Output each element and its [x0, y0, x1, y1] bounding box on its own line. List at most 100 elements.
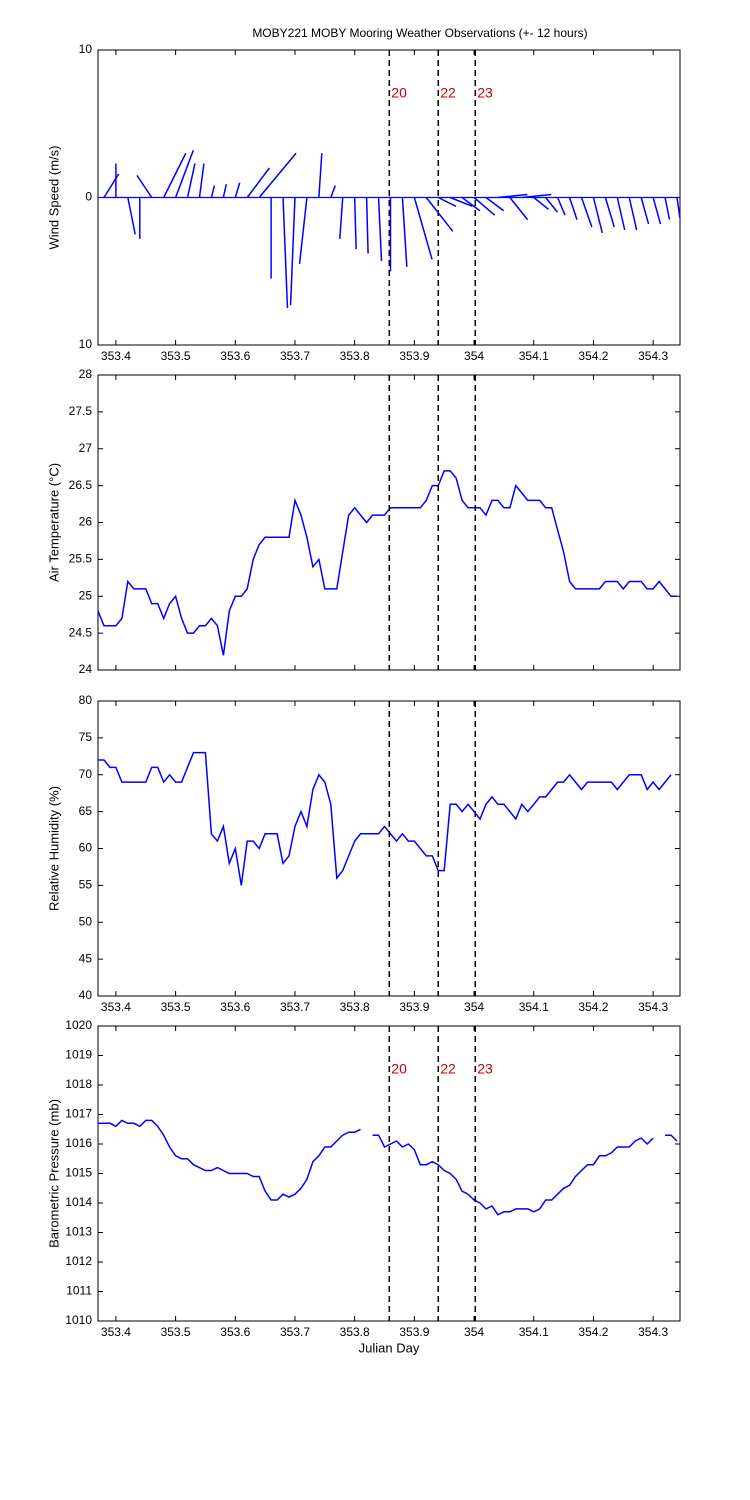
x-tick-label: 353.5 — [161, 349, 191, 363]
y-tick-label: 10 — [79, 337, 93, 351]
data-line — [98, 751, 672, 886]
wind-stick — [604, 197, 615, 228]
data-line — [97, 470, 677, 656]
wind-stick — [676, 197, 681, 219]
y-tick-label: 65 — [79, 804, 93, 818]
wind-stick — [640, 197, 650, 225]
x-tick-label: 354.3 — [638, 1000, 668, 1014]
wind-stick — [186, 163, 196, 198]
y-tick-label: 1015 — [65, 1166, 92, 1180]
wind-stick — [580, 197, 593, 228]
x-tick-label: 353.5 — [161, 1325, 191, 1339]
x-tick-label: 354.3 — [638, 1325, 668, 1339]
x-tick-label: 353.7 — [280, 349, 310, 363]
wind-stick — [127, 197, 136, 235]
wind-stick — [592, 197, 604, 234]
x-tick-label: 354.3 — [638, 349, 668, 363]
y-tick-label: 24 — [79, 662, 93, 676]
x-tick-label: 353.8 — [340, 1325, 370, 1339]
wind-stick — [162, 152, 187, 198]
y-tick-label: 27.5 — [69, 404, 93, 418]
wind-stick — [282, 197, 289, 309]
y-tick-label: 1014 — [65, 1195, 92, 1209]
y-axis-label: Relative Humidity (%) — [46, 786, 61, 911]
x-axis-label: Julian Day — [359, 1340, 420, 1355]
y-tick-label: 1016 — [65, 1136, 92, 1150]
wind-stick — [568, 197, 578, 220]
x-tick-label: 353.7 — [280, 1000, 310, 1014]
y-tick-label: 75 — [79, 730, 93, 744]
wind-stick — [330, 185, 336, 198]
x-tick-label: 353.8 — [340, 1000, 370, 1014]
wind-stick — [545, 197, 559, 213]
x-tick-label: 354.1 — [519, 1000, 549, 1014]
y-tick-label: 70 — [79, 767, 93, 781]
y-tick-label: 55 — [79, 878, 93, 892]
wind-stick — [521, 193, 552, 199]
wind-stick — [377, 197, 383, 261]
x-tick-label: 353.5 — [161, 1000, 191, 1014]
wind-stick — [461, 196, 481, 212]
x-tick-label: 353.4 — [101, 1000, 131, 1014]
event-label: 20 — [391, 85, 407, 101]
x-tick-label: 353.4 — [101, 349, 131, 363]
x-tick-label: 354.2 — [578, 1325, 608, 1339]
event-label: 23 — [477, 85, 493, 101]
event-label: 22 — [440, 85, 456, 101]
y-axis-label: Air Temperature (°C) — [46, 463, 61, 582]
chart-title: MOBY221 MOBY Mooring Weather Observation… — [252, 26, 587, 40]
wind-stick — [298, 197, 308, 264]
wind-stick — [556, 197, 566, 216]
x-tick-label: 354.1 — [519, 349, 549, 363]
y-tick-label: 1020 — [65, 1018, 92, 1032]
x-tick-label: 354.2 — [578, 349, 608, 363]
y-tick-label: 25.5 — [69, 552, 93, 566]
wind-stick — [485, 196, 505, 212]
y-tick-label: 1013 — [65, 1225, 92, 1239]
y-tick-label: 50 — [79, 914, 93, 928]
wind-stick — [198, 163, 205, 198]
wind-stick — [289, 197, 296, 306]
y-tick-label: 40 — [79, 988, 93, 1002]
y-tick-label: 1010 — [65, 1313, 92, 1327]
wind-stick — [258, 152, 297, 198]
y-tick-label: 25 — [79, 588, 93, 602]
wind-stick — [339, 197, 344, 239]
y-tick-label: 1019 — [65, 1048, 92, 1062]
x-tick-label: 354.1 — [519, 1325, 549, 1339]
x-tick-label: 353.9 — [399, 1325, 429, 1339]
wind-stick — [664, 197, 671, 220]
y-tick-label: 1017 — [65, 1107, 92, 1121]
y-tick-label: 1012 — [65, 1254, 92, 1268]
wind-stick — [318, 153, 323, 198]
wind-stick — [210, 185, 216, 198]
x-tick-label: 353.9 — [399, 1000, 429, 1014]
wind-stick — [449, 196, 473, 208]
wind-stick — [401, 197, 408, 267]
x-tick-label: 354 — [464, 349, 484, 363]
x-tick-label: 353.8 — [340, 349, 370, 363]
x-tick-label: 353.7 — [280, 1325, 310, 1339]
y-axis-label: Wind Speed (m/s) — [46, 145, 61, 249]
wind-stick — [365, 197, 369, 254]
y-tick-label: 10 — [79, 42, 93, 56]
event-label: 23 — [477, 1061, 493, 1077]
y-tick-label: 24.5 — [69, 625, 93, 639]
event-label: 20 — [391, 1061, 407, 1077]
y-tick-label: 60 — [79, 841, 93, 855]
wind-stick — [652, 197, 662, 225]
wind-stick — [222, 184, 228, 198]
wind-stick — [473, 196, 496, 216]
x-tick-label: 353.6 — [220, 349, 250, 363]
event-label: 22 — [440, 1061, 456, 1077]
data-line — [98, 1119, 678, 1216]
x-tick-label: 354 — [464, 1325, 484, 1339]
y-tick-label: 26 — [79, 515, 93, 529]
x-tick-label: 353.9 — [399, 349, 429, 363]
y-tick-label: 1018 — [65, 1077, 92, 1091]
wind-stick — [136, 174, 153, 198]
x-tick-label: 354.2 — [578, 1000, 608, 1014]
x-tick-label: 353.6 — [220, 1000, 250, 1014]
wind-stick — [628, 197, 638, 231]
